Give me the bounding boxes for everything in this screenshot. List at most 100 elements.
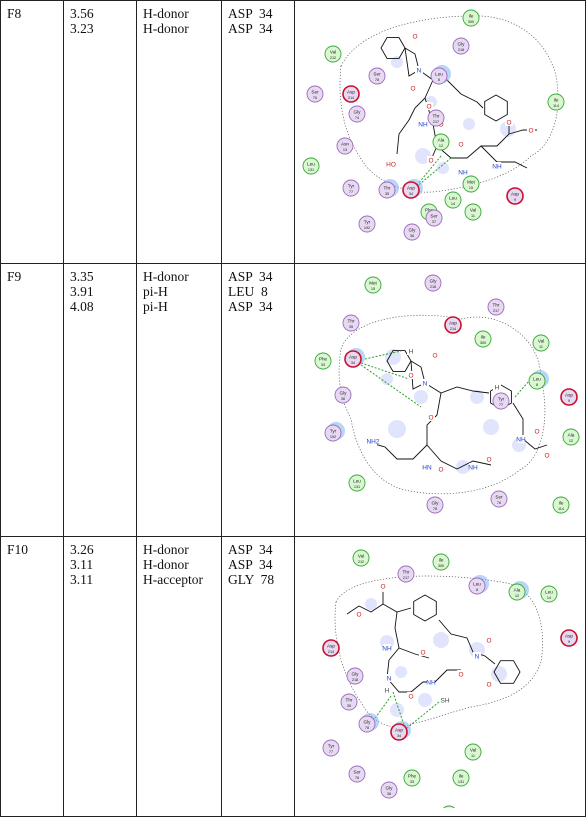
residue-circle — [336, 137, 354, 155]
atom-label-bg — [427, 413, 435, 421]
distance-cell: 3.35 3.91 4.08 — [63, 263, 137, 537]
interaction-diagram-cell: O O N O O NH HO O O NH O NH O Ile 300 Gly 218 Val 212 Ser 78… — [294, 0, 586, 264]
exposure-blob — [463, 118, 475, 130]
atom-label-bg — [409, 84, 417, 92]
residue-name: Asp — [395, 728, 403, 733]
residue-name: Leu — [545, 590, 553, 595]
residue-name: Val — [470, 748, 476, 753]
residue-number: 14 — [451, 202, 455, 206]
interaction-type: pi-H — [143, 299, 168, 314]
atom-label-bg — [459, 168, 467, 176]
residue-number: 74 — [355, 116, 359, 120]
residue-circle — [562, 428, 580, 446]
pocket-contour — [334, 575, 543, 728]
atom-label: NH2 — [366, 439, 379, 446]
residue-name: Leu — [473, 582, 481, 587]
residue-number: 36 — [387, 792, 391, 796]
residue-name: Tyr — [328, 744, 335, 749]
residue-label: ASP 34 — [228, 542, 273, 557]
residue-circle — [492, 392, 510, 410]
atom-label-bg — [423, 463, 431, 471]
atom-label: O — [426, 104, 431, 111]
atom-label: O — [408, 694, 413, 701]
residue-circle — [425, 209, 443, 227]
residue-number: 114 — [553, 104, 559, 108]
distance-value: 3.23 — [70, 21, 94, 36]
atom-label: O — [486, 682, 491, 689]
residue-circle — [560, 388, 578, 406]
residue-name: Leu — [449, 196, 457, 201]
interaction-diagram-f8: OONOONHHOOONHONHOIle300Gly218Val212Ser78… — [302, 9, 565, 241]
residue-circle — [397, 565, 415, 583]
ligand-bond — [410, 669, 461, 693]
residue-number: 78 — [375, 78, 379, 82]
residue-number: 8 — [438, 78, 440, 82]
atom-label-bg — [485, 680, 493, 688]
atom-label-bg — [457, 140, 465, 148]
atom-label: O — [534, 429, 539, 436]
interaction-type-cell: H-donor H-donor H-acceptor — [136, 536, 222, 817]
atom-label: O — [410, 86, 415, 93]
residue-circle — [342, 314, 360, 332]
residue-circle — [348, 765, 366, 783]
residue-circle — [444, 316, 462, 334]
ligand-bond — [424, 382, 490, 394]
compound-id: F10 — [0, 536, 64, 817]
atom-label: NH — [382, 646, 392, 653]
residue-cell: ASP 34 ASP 34 GLY 78 — [221, 536, 295, 817]
residue-name: Thr — [403, 570, 410, 575]
residue-name: Ala — [438, 138, 445, 143]
atom-label: O — [380, 584, 385, 591]
interaction-type-cell: H-donor H-donor — [136, 0, 222, 264]
atom-label: HO — [386, 162, 396, 169]
residue-circle — [490, 490, 508, 508]
residue-circle — [306, 85, 324, 103]
residue-circle — [462, 9, 480, 27]
residue-circle — [432, 133, 450, 151]
residue-name: Gly — [432, 501, 440, 506]
residue-name: Gly — [386, 786, 394, 791]
residue-cell: ASP 34 LEU 8 ASP 34 — [221, 263, 295, 537]
residue-number: 78 — [365, 726, 369, 730]
residue-number: 12 — [515, 594, 519, 598]
exposure-blob — [470, 390, 484, 404]
residue-name: Thr — [346, 698, 353, 703]
residue-number: 217 — [403, 576, 409, 580]
atom-label: NH — [458, 170, 468, 177]
residue-circle — [464, 203, 482, 221]
residue-name: Met — [369, 281, 377, 286]
residue-name: Tyr — [330, 429, 337, 434]
residue-circle — [528, 372, 546, 390]
atom-label: O — [528, 128, 533, 135]
residue-circle — [430, 67, 448, 85]
residue-circle — [340, 693, 358, 711]
atom-label-bg — [407, 692, 415, 700]
residue-circle — [560, 629, 578, 647]
residue-label: LEU 8 — [228, 284, 268, 299]
residue-number: 76 — [355, 776, 359, 780]
residue-number: 12 — [439, 144, 443, 148]
atom-label-bg — [385, 674, 393, 682]
residue-circle — [378, 181, 396, 199]
residue-circle — [506, 187, 524, 205]
atom-label: N — [387, 676, 392, 683]
residue-number: 300 — [468, 20, 474, 24]
interaction-type: H-donor — [143, 21, 189, 36]
residue-name: Asp — [449, 321, 457, 326]
residue-number: 218 — [458, 48, 464, 52]
residue-circle — [426, 496, 444, 514]
residue-name: Asn — [341, 142, 349, 147]
compound-id: F8 — [0, 0, 64, 264]
